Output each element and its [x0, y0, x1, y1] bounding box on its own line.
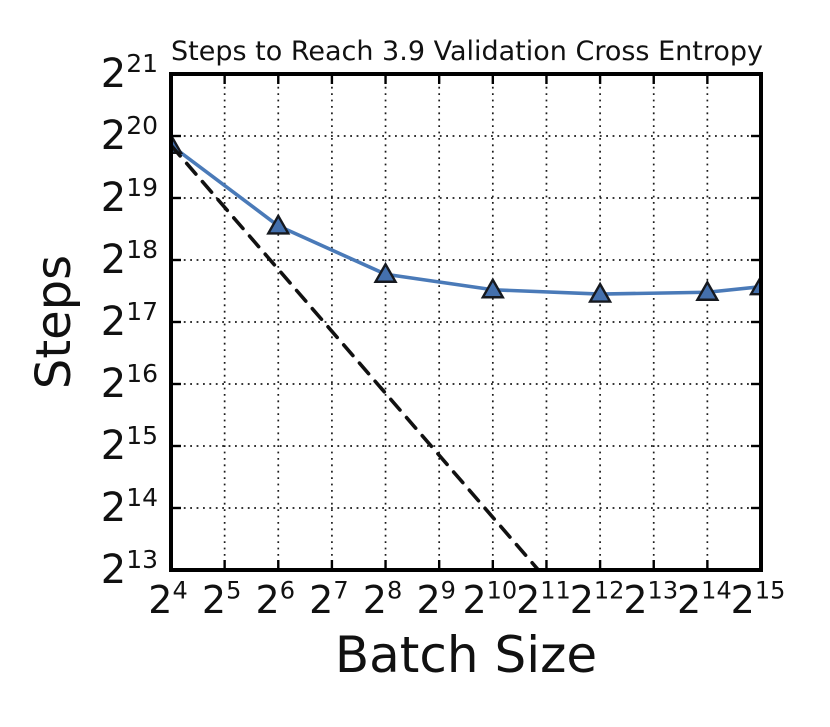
- gridlines: [171, 74, 761, 570]
- x-tick-label: 24: [148, 577, 187, 622]
- y-tick-label: 216: [101, 359, 158, 407]
- data-point-marker: [373, 261, 398, 283]
- x-tick-label: 210: [462, 577, 517, 622]
- y-tick-label: 214: [101, 483, 158, 531]
- x-tick-label: 211: [516, 577, 571, 622]
- data-point-marker: [266, 213, 291, 235]
- x-tick-label: 25: [202, 577, 241, 622]
- x-tick-label: 212: [570, 577, 625, 622]
- series-perfect-scaling-reference: [171, 143, 541, 570]
- y-tick-label: 219: [101, 173, 158, 221]
- x-tick-label: 27: [309, 577, 348, 622]
- y-tick-label: 220: [101, 111, 158, 159]
- data-point-marker: [748, 274, 761, 296]
- series-steps-to-target: [171, 143, 761, 296]
- x-tick-label: 213: [623, 577, 678, 622]
- data-point-marker: [588, 281, 613, 303]
- chart-title: Steps to Reach 3.9 Validation Cross Entr…: [171, 36, 763, 67]
- tick-marks: [169, 72, 763, 572]
- x-axis-label: Batch Size: [334, 626, 598, 684]
- x-tick-label: 214: [677, 577, 732, 622]
- x-tick-label: 26: [256, 577, 295, 622]
- x-tick-label: 29: [416, 577, 455, 622]
- y-tick-label: 213: [101, 545, 158, 593]
- y-tick-label: 217: [101, 297, 158, 345]
- x-tick-label: 28: [363, 577, 402, 622]
- y-tick-label: 215: [101, 421, 158, 469]
- x-tick-label: 215: [731, 577, 786, 622]
- y-tick-label: 218: [101, 235, 158, 283]
- series-group: [171, 132, 761, 570]
- data-point-marker: [695, 279, 720, 301]
- data-point-marker: [480, 277, 505, 299]
- y-tick-label: 221: [101, 49, 158, 97]
